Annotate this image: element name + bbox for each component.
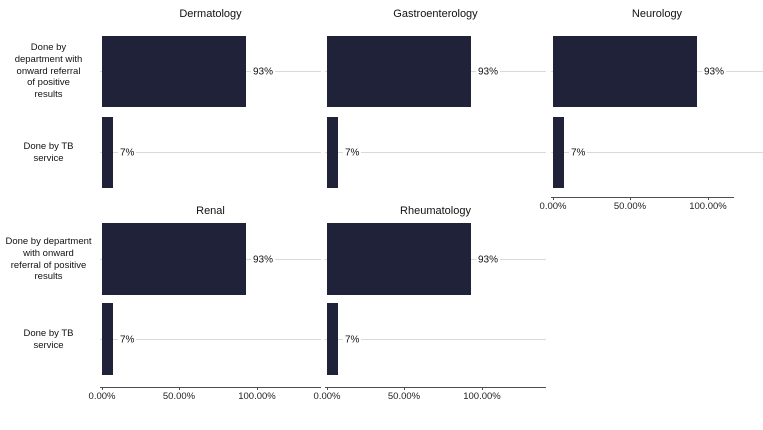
- bar-tb-service[interactable]: [327, 303, 338, 375]
- category-label-tb-service-top-row: Done by TB service: [23, 141, 74, 164]
- bar-value-label: 93%: [251, 254, 276, 266]
- bar-tb-service[interactable]: [102, 117, 113, 188]
- bar-value-label: 7%: [343, 334, 362, 346]
- bar-department-referral[interactable]: [102, 223, 246, 295]
- x-axis-tick-label: 50.00%: [162, 391, 196, 402]
- x-axis-tick: [630, 197, 631, 200]
- category-label-department-top-row: Done by department with onward referral …: [14, 42, 83, 101]
- x-axis-tick: [553, 197, 554, 200]
- x-axis-tick-label: 50.00%: [613, 201, 647, 212]
- facet-title: Dermatology: [179, 8, 242, 20]
- x-axis-tick-label: 0.00%: [88, 391, 116, 402]
- gridline: [100, 152, 321, 153]
- x-axis-tick: [257, 387, 258, 390]
- gridline: [325, 339, 546, 340]
- bar-department-referral[interactable]: [102, 36, 246, 107]
- x-axis-line: [325, 387, 546, 388]
- gridline: [551, 152, 763, 153]
- bar-value-label: 93%: [476, 254, 501, 266]
- x-axis-tick-label: 0.00%: [539, 201, 567, 212]
- x-axis-tick-label: 0.00%: [313, 391, 341, 402]
- bar-tb-service[interactable]: [327, 117, 338, 188]
- bar-value-label: 7%: [343, 147, 362, 159]
- bar-value-label: 7%: [118, 334, 137, 346]
- bar-department-referral[interactable]: [553, 36, 697, 107]
- facet-title: Neurology: [631, 8, 683, 20]
- x-axis-line: [100, 387, 321, 388]
- bar-tb-service[interactable]: [102, 303, 113, 375]
- category-label-tb-service-bottom-row: Done by TB service: [23, 328, 74, 351]
- bar-tb-service[interactable]: [553, 117, 564, 188]
- x-axis-tick: [708, 197, 709, 200]
- x-axis-tick: [102, 387, 103, 390]
- bar-value-label: 7%: [569, 147, 588, 159]
- x-axis-tick-label: 100.00%: [463, 391, 501, 402]
- bar-value-label: 7%: [118, 147, 137, 159]
- facet-title: Renal: [196, 205, 225, 217]
- x-axis-tick: [327, 387, 328, 390]
- x-axis-tick: [404, 387, 405, 390]
- x-axis-tick-label: 50.00%: [387, 391, 421, 402]
- x-axis-tick: [179, 387, 180, 390]
- x-axis-tick-label: 100.00%: [238, 391, 276, 402]
- x-axis-line: [551, 197, 734, 198]
- facet-panel-renal: Renal 93% 7% 0.00% 50.00% 100.00%: [89, 203, 321, 403]
- bar-value-label: 93%: [476, 66, 501, 78]
- x-axis-tick-label: 100.00%: [689, 201, 727, 212]
- facet-panel-neurology: Neurology 93% 7% 0.00% 50.00% 100.00%: [540, 8, 763, 212]
- gridline: [325, 152, 546, 153]
- x-axis-tick: [482, 387, 483, 390]
- facet-panel-dermatology: Dermatology 93% 7%: [100, 8, 321, 208]
- facet-title: Gastroenterology: [393, 8, 478, 20]
- bar-department-referral[interactable]: [327, 223, 471, 295]
- facet-panel-rheumatology: Rheumatology 93% 7% 0.00% 50.00% 100.00%: [314, 203, 546, 403]
- gridline: [100, 339, 321, 340]
- bar-value-label: 93%: [702, 66, 727, 78]
- bar-value-label: 93%: [251, 66, 276, 78]
- facet-panel-gastroenterology: Gastroenterology 93% 7%: [325, 8, 546, 208]
- facet-title: Rheumatology: [400, 205, 471, 217]
- category-label-department-bottom-row: Done by department with onward referral …: [5, 236, 92, 283]
- bar-department-referral[interactable]: [327, 36, 471, 107]
